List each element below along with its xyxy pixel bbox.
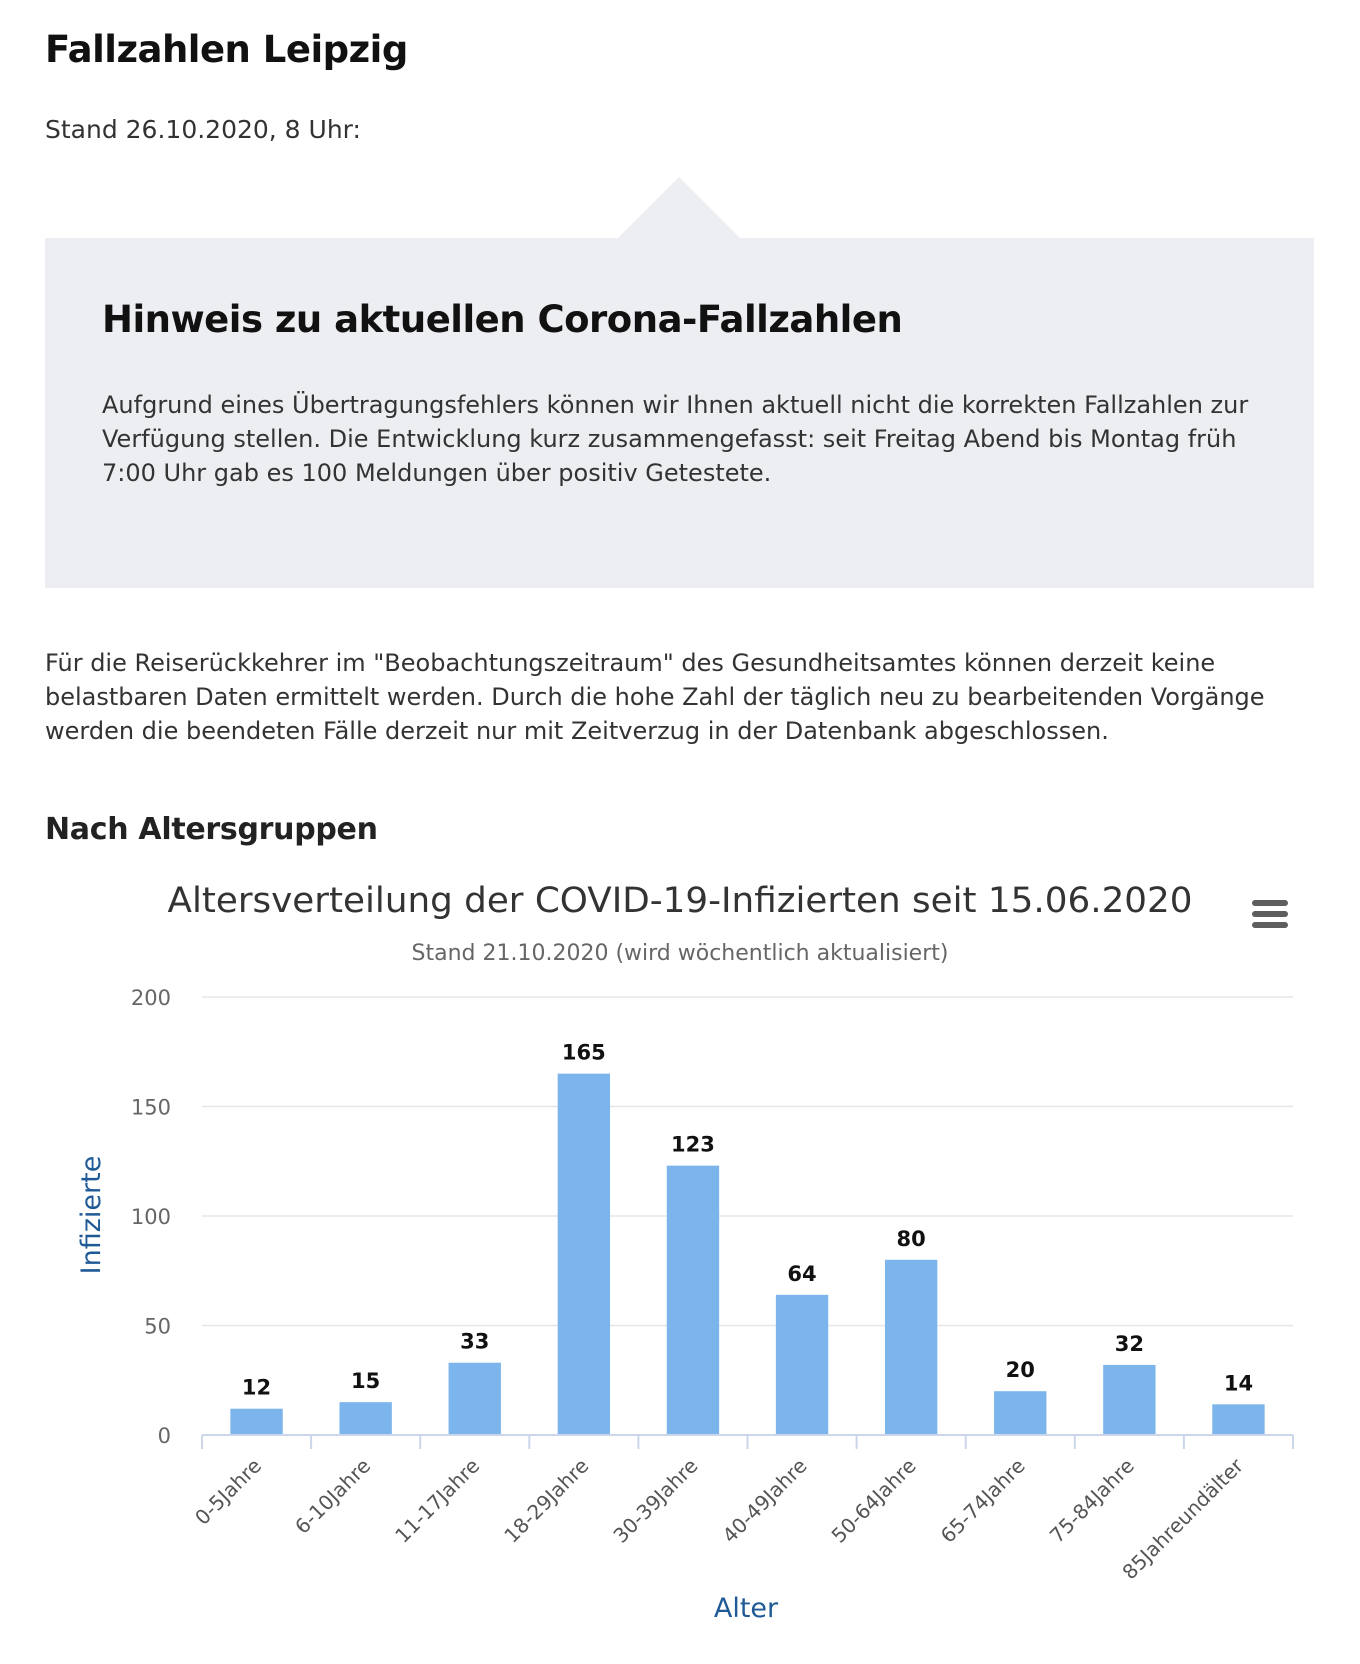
data-label: 20 (1006, 1358, 1035, 1382)
y-axis-title: Infizierte (76, 1156, 107, 1275)
notice-pointer (617, 177, 741, 239)
bar-65-74Jahre[interactable] (994, 1391, 1047, 1435)
stand-date: Stand 26.10.2020, 8 Uhr: (45, 115, 361, 144)
data-label: 123 (671, 1133, 715, 1157)
grid-lines (202, 996, 1293, 1327)
data-label: 80 (897, 1227, 926, 1251)
y-tick-label: 100 (131, 1205, 171, 1229)
bar-11-17Jahre[interactable] (448, 1362, 501, 1435)
bar-0-5Jahre[interactable] (230, 1408, 283, 1435)
x-tick-label: 18-29Jahre (499, 1454, 593, 1548)
x-tick-label: 0-5Jahre (190, 1454, 266, 1530)
notice-text: Aufgrund eines Übertragungsfehlers könne… (102, 391, 1249, 487)
hamburger-menu-icon (1252, 900, 1288, 906)
bar-40-49Jahre[interactable] (775, 1294, 829, 1435)
bar-50-64Jahre[interactable] (884, 1259, 938, 1435)
chart-subtitle: Stand 21.10.2020 (wird wöchentlich aktua… (412, 941, 949, 966)
bar-6-10Jahre[interactable] (339, 1402, 392, 1435)
y-tick-label: 0 (158, 1424, 171, 1448)
section-heading: Nach Altersgruppen (45, 812, 378, 847)
y-axis-ticks: 0 50 100 150 200 (131, 986, 171, 1448)
y-tick-label: 50 (144, 1315, 171, 1339)
data-label: 165 (562, 1041, 606, 1065)
y-tick-label: 200 (131, 986, 171, 1010)
bar-30-39Jahre[interactable] (666, 1165, 720, 1435)
hamburger-menu-icon-line (1252, 922, 1288, 928)
data-label: 15 (351, 1369, 380, 1393)
data-labels: 12 15 33 165 123 64 80 20 32 14 (242, 1041, 1253, 1400)
bar-series (230, 1073, 1265, 1435)
bar-18-29Jahre[interactable] (557, 1073, 611, 1435)
page-title: Fallzahlen Leipzig (45, 28, 408, 71)
hamburger-menu-icon-line (1252, 911, 1288, 917)
x-tick-label: 50-64Jahre (827, 1454, 921, 1548)
x-tick-label: 85Jahreundälter (1117, 1453, 1248, 1584)
data-label: 64 (787, 1262, 816, 1286)
chart-title: Altersverteilung der COVID-19-Infizierte… (168, 881, 1193, 921)
x-axis-title: Alter (714, 1593, 779, 1624)
data-label: 12 (242, 1376, 271, 1400)
x-tick-label: 6-10Jahre (290, 1454, 375, 1539)
data-label: 32 (1115, 1332, 1144, 1356)
y-tick-label: 150 (131, 1096, 171, 1120)
notice-box: Hinweis zu aktuellen Corona-Fallzahlen A… (45, 238, 1314, 588)
x-tick-label: 11-17Jahre (390, 1454, 484, 1548)
data-label: 33 (460, 1330, 489, 1354)
x-tick-label: 30-39Jahre (608, 1454, 702, 1548)
x-axis: 0-5Jahre 6-10Jahre 11-17Jahre 18-29Jahre 30-… (190, 1434, 1294, 1584)
bar-75-84Jahre[interactable] (1103, 1364, 1156, 1435)
x-tick-label: 75-84Jahre (1045, 1454, 1139, 1548)
chart-menu-button[interactable] (1250, 900, 1290, 934)
age-distribution-chart: Altersverteilung der COVID-19-Infizierte… (76, 881, 1294, 1624)
x-tick-label: 40-49Jahre (718, 1454, 812, 1548)
x-tick-label: 65-74Jahre (936, 1454, 1030, 1548)
notice-title: Hinweis zu aktuellen Corona-Fallzahlen (102, 298, 903, 341)
intro-paragraph: Für die Reiserückkehrer im "Beobachtungs… (45, 649, 1265, 745)
bar-85Jahreundälter[interactable] (1212, 1404, 1265, 1435)
data-label: 14 (1224, 1371, 1253, 1395)
